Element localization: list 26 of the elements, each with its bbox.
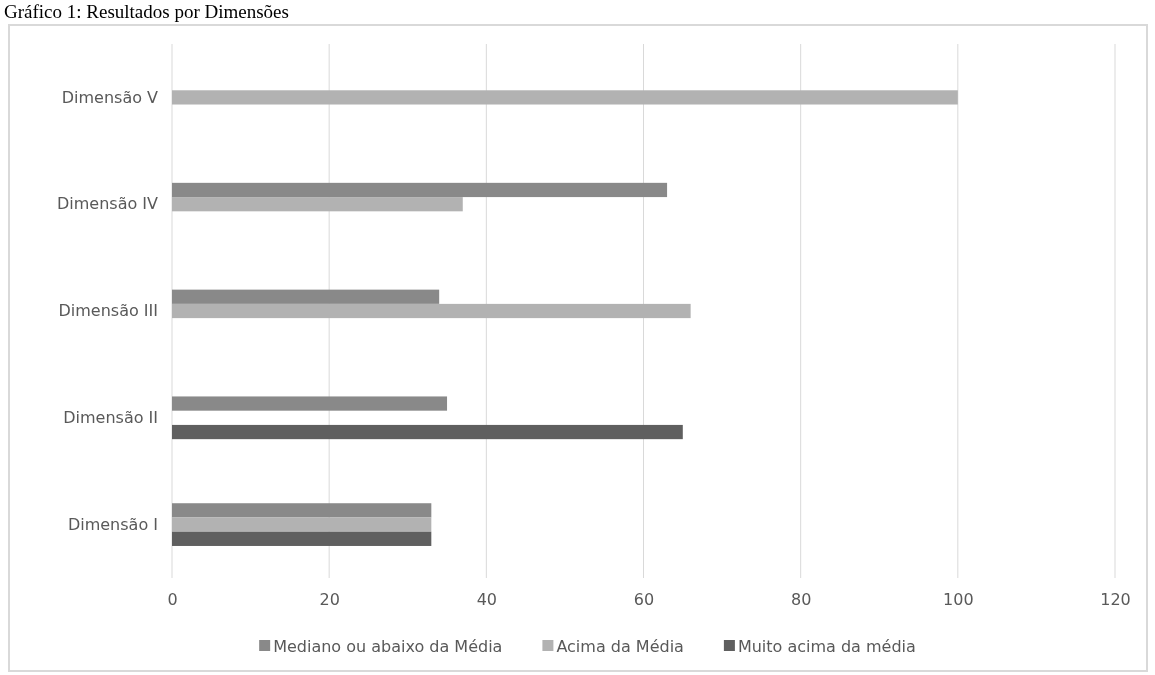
bar [172,517,432,532]
x-tick-label: 40 [476,590,498,610]
x-tick-label: 60 [633,590,655,610]
bar [172,289,440,304]
x-tick-label: 120 [1100,590,1131,610]
y-tick-label: Dimensão III [58,301,158,321]
y-tick-label: Dimensão II [63,407,158,427]
bar [172,182,668,198]
x-tick-label: 20 [319,590,340,610]
bar [172,396,448,411]
legend-label: Acima da Média [556,636,684,656]
y-tick-label: Dimensão IV [56,194,159,214]
y-tick-label: Dimensão V [61,87,159,107]
chart-title: Gráfico 1: Resultados por Dimensões [4,1,289,22]
y-tick-label: Dimensão I [67,514,158,534]
bar [172,503,432,518]
x-tick-label: 0 [167,590,178,610]
bar [172,197,463,212]
legend-label: Muito acima da média [737,636,916,656]
bar [172,531,432,546]
bar [172,90,958,105]
bar [172,303,691,319]
bar [172,424,683,440]
legend-label: Mediano ou abaixo da Média [273,636,503,656]
x-tick-label: 80 [790,590,812,610]
x-tick-label: 100 [943,590,974,610]
